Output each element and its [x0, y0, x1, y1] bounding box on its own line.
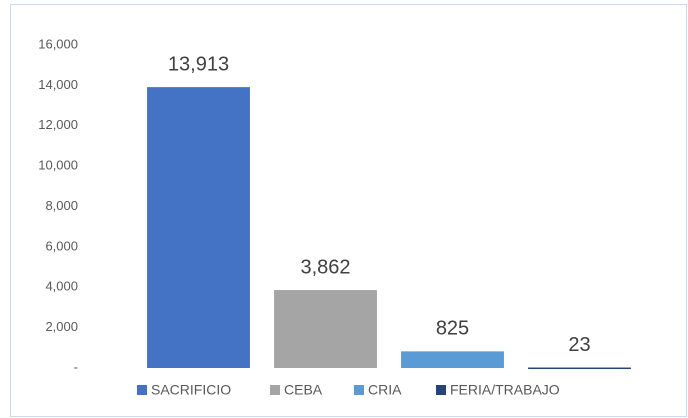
y-tick-label: 12,000 — [38, 117, 78, 132]
bar — [147, 87, 250, 368]
bar — [528, 367, 631, 370]
value-label: 13,913 — [168, 53, 229, 75]
legend-label: CEBA — [284, 382, 323, 398]
value-label: 825 — [436, 318, 469, 340]
legend-swatch — [137, 385, 147, 395]
value-label: 3,862 — [300, 256, 350, 278]
legend-label: FERIA/TRABAJO — [450, 382, 560, 398]
y-tick-label: - — [74, 359, 78, 374]
y-tick-label: 6,000 — [45, 238, 78, 253]
y-tick-label: 14,000 — [38, 77, 78, 92]
bar — [274, 290, 377, 368]
legend-swatch — [354, 385, 364, 395]
legend-swatch — [270, 385, 280, 395]
legend-label: CRIA — [368, 382, 402, 398]
value-label: 23 — [568, 334, 590, 356]
legend-swatch — [436, 385, 446, 395]
y-tick-label: 10,000 — [38, 158, 78, 173]
y-tick-label: 8,000 — [45, 198, 78, 213]
bar — [401, 351, 504, 368]
y-tick-label: 2,000 — [45, 319, 78, 334]
legend-label: SACRIFICIO — [151, 382, 231, 398]
y-tick-label: 4,000 — [45, 279, 78, 294]
y-tick-label: 16,000 — [38, 36, 78, 51]
